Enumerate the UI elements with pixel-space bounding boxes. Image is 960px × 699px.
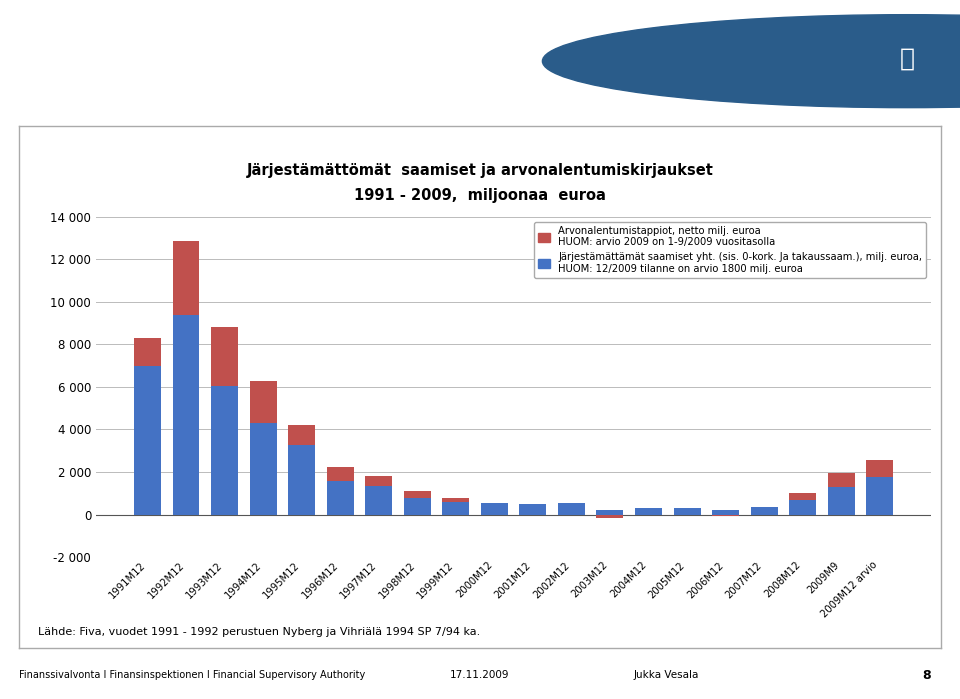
Bar xyxy=(596,514,623,518)
Bar xyxy=(789,493,816,500)
Text: PANKKIEN LUOTTORISKI: 1990-luvun alun lama Suomessa: PANKKIEN LUOTTORISKI: 1990-luvun alun la… xyxy=(29,79,612,97)
Text: 17.11.2009: 17.11.2009 xyxy=(450,670,510,680)
Bar xyxy=(674,508,701,514)
Bar xyxy=(365,476,393,486)
Bar xyxy=(326,480,353,514)
Bar xyxy=(365,486,393,514)
Bar xyxy=(404,491,431,498)
Text: 1991 - 2009,  miljoonaa  euroa: 1991 - 2009, miljoonaa euroa xyxy=(354,188,606,203)
Circle shape xyxy=(542,15,960,108)
Bar xyxy=(404,498,431,514)
Bar xyxy=(326,467,353,480)
Bar xyxy=(866,477,893,514)
Legend: Arvonalentumistappiot, netto milj. euroa
HUOM: arvio 2009 on 1-9/2009 vuositasol: Arvonalentumistappiot, netto milj. euroa… xyxy=(534,222,926,278)
Bar xyxy=(558,503,585,514)
Bar xyxy=(134,338,161,366)
Text: Esimerkkejä kun riskit realisoituvat: Esimerkkejä kun riskit realisoituvat xyxy=(29,28,345,45)
Bar xyxy=(211,327,238,386)
Bar xyxy=(173,241,200,315)
Text: Lähde: Fiva, vuodet 1991 - 1992 perustuen Nyberg ja Vihriälä 1994 SP 7/94 ka.: Lähde: Fiva, vuodet 1991 - 1992 perustue… xyxy=(38,627,481,637)
Bar xyxy=(596,510,623,514)
Bar xyxy=(635,508,662,514)
Bar xyxy=(481,503,508,514)
Bar xyxy=(712,510,739,514)
Bar xyxy=(250,423,276,514)
Bar xyxy=(712,514,739,516)
Bar xyxy=(519,504,546,514)
Text: Finanssivalvonta I Finansinspektionen I Financial Supervisory Authority: Finanssivalvonta I Finansinspektionen I … xyxy=(19,670,366,680)
Text: Jukka Vesala: Jukka Vesala xyxy=(634,670,699,680)
Text: 🦁: 🦁 xyxy=(900,47,915,71)
Bar xyxy=(250,380,276,423)
Bar xyxy=(443,498,469,502)
Bar xyxy=(828,473,854,487)
Bar xyxy=(751,507,778,514)
Bar xyxy=(211,386,238,514)
Bar xyxy=(288,445,315,514)
Bar xyxy=(828,487,854,514)
Bar xyxy=(866,461,893,477)
Bar xyxy=(443,502,469,514)
Text: 8: 8 xyxy=(923,669,931,682)
Bar xyxy=(173,315,200,514)
Text: Järjestämättömät  saamiset ja arvonalentumiskirjaukset: Järjestämättömät saamiset ja arvonalentu… xyxy=(247,164,713,178)
Bar xyxy=(288,425,315,445)
Bar xyxy=(789,500,816,514)
Bar xyxy=(134,366,161,514)
